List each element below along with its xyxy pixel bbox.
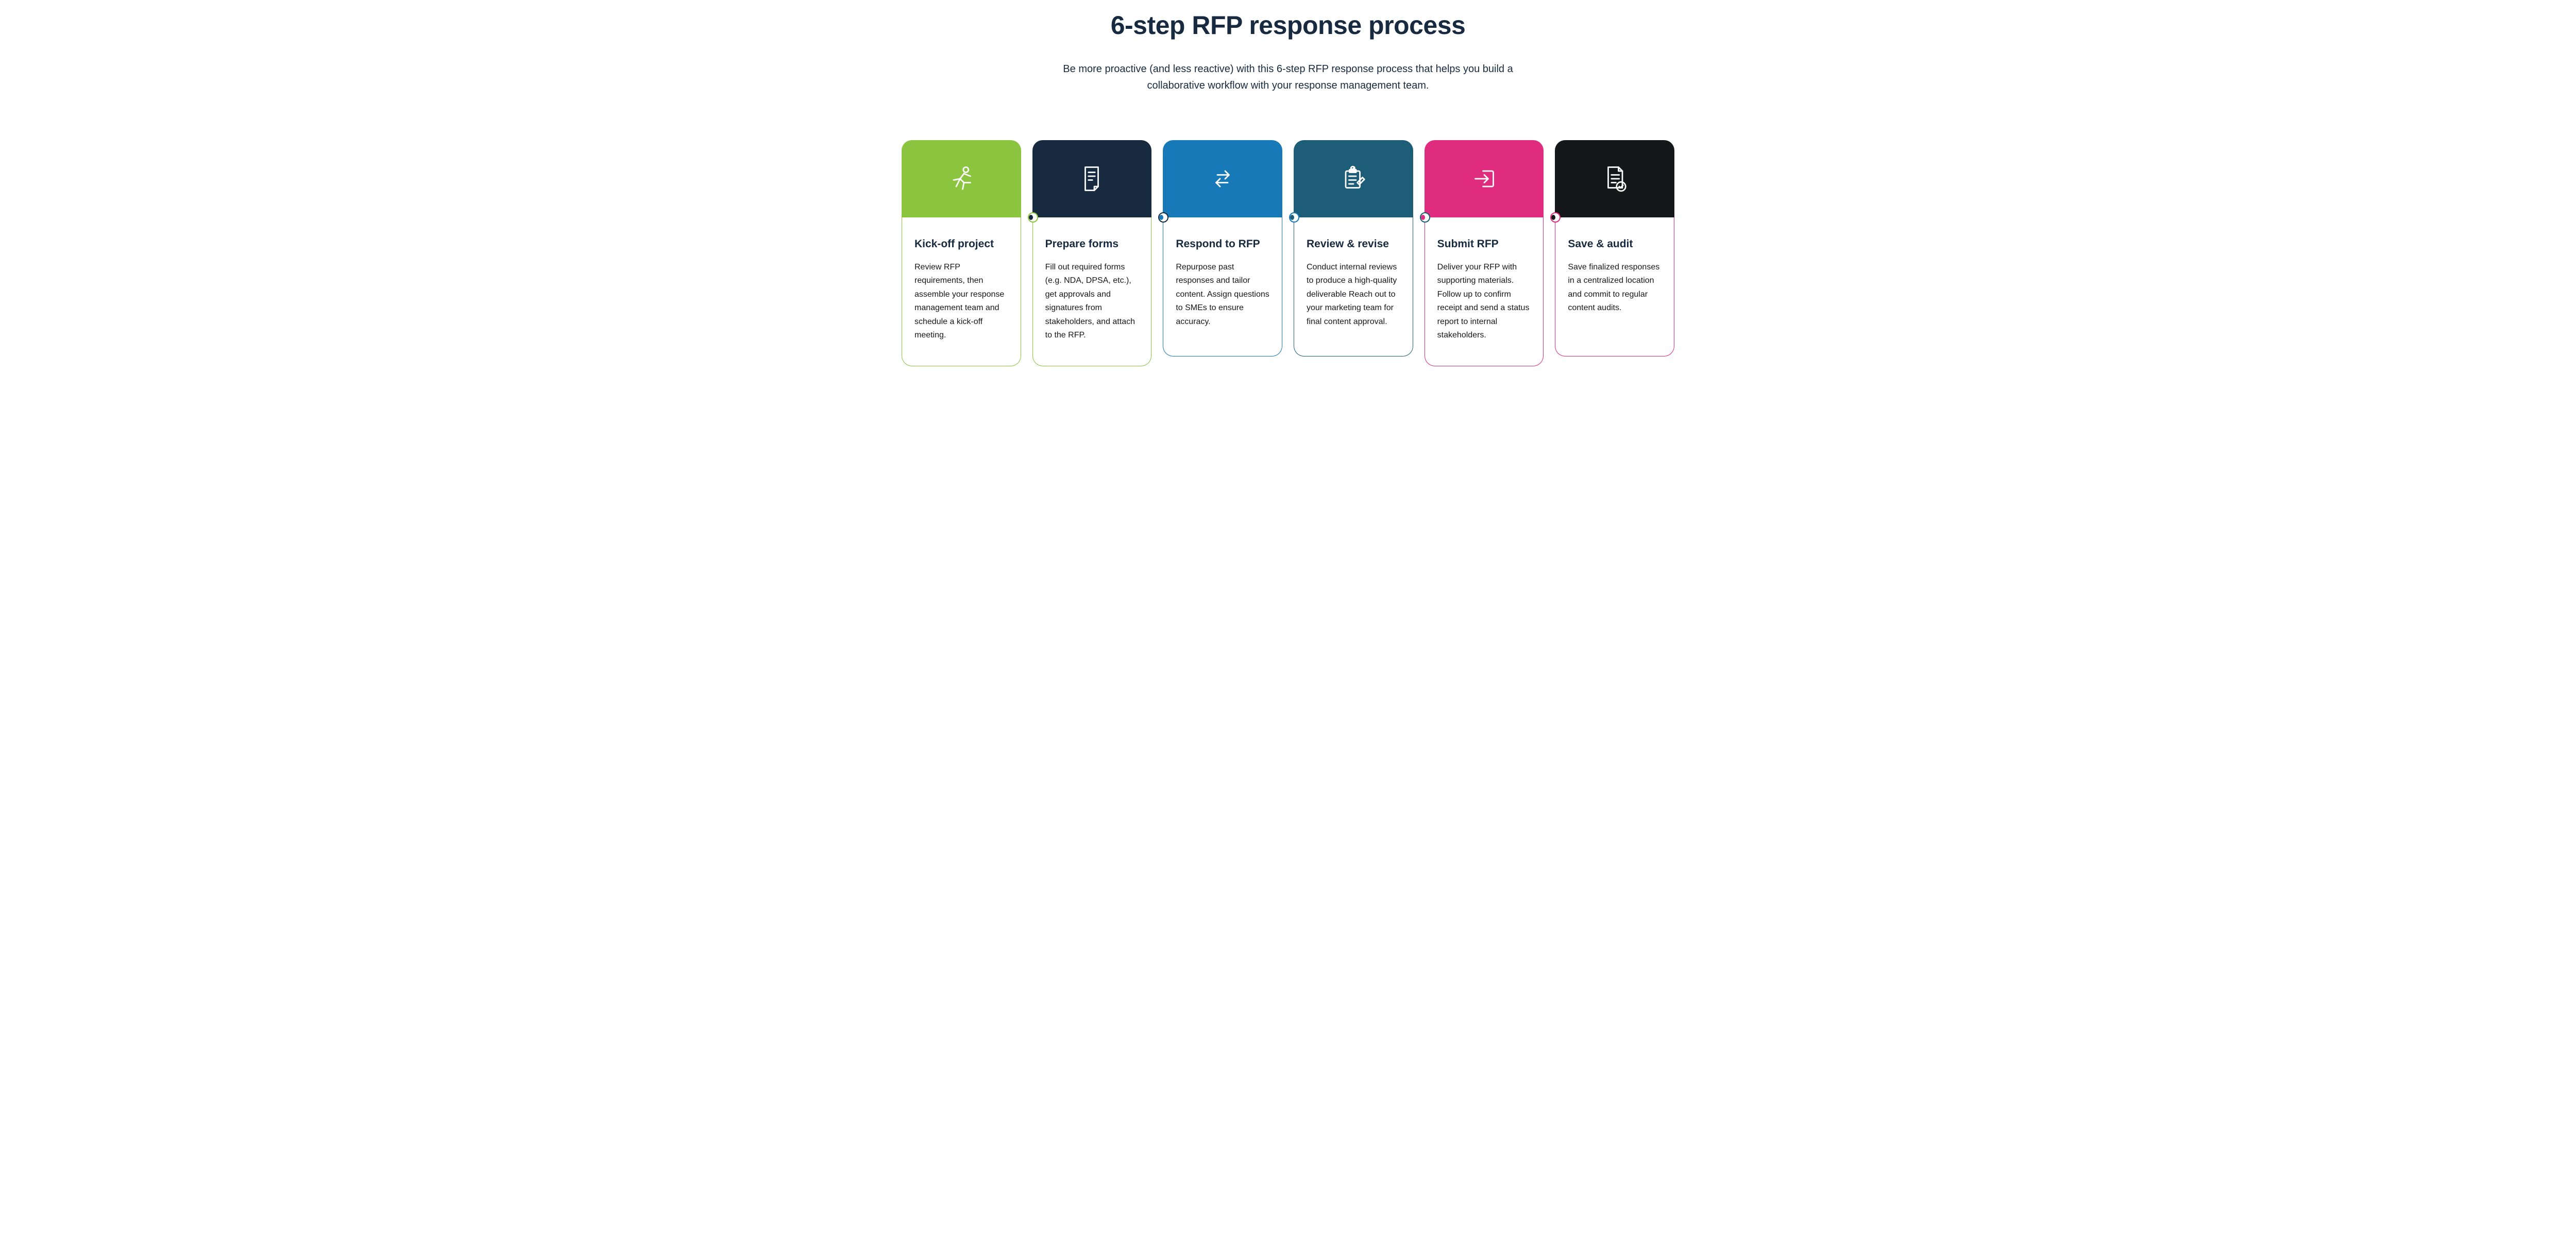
step-card: Prepare forms Fill out required forms (e.… (1032, 140, 1152, 366)
step-body: Review & revise Conduct internal reviews … (1294, 217, 1413, 356)
step-card: Kick-off project Review RFP requirements,… (902, 140, 1021, 366)
step-body: Submit RFP Deliver your RFP with supporti… (1425, 217, 1544, 366)
step-header (1425, 140, 1544, 217)
step-card: Submit RFP Deliver your RFP with supporti… (1425, 140, 1544, 366)
step-header (1294, 140, 1413, 217)
step-card: Save & audit Save finalized responses in … (1555, 140, 1674, 366)
document-check-icon (1599, 163, 1630, 194)
step-description: Review RFP requirements, then assemble y… (914, 261, 1008, 342)
connector-dot-inner (1290, 215, 1294, 220)
steps-container: Kick-off project Review RFP requirements,… (902, 140, 1674, 366)
step-description: Conduct internal reviews to produce a hi… (1307, 261, 1400, 329)
step-header (902, 140, 1021, 217)
step-header (1163, 140, 1282, 217)
document-icon (1076, 163, 1107, 194)
connector-dot (1550, 212, 1561, 223)
step-title: Review & revise (1307, 238, 1400, 250)
connector-dot (1289, 212, 1299, 223)
connector-dot-inner (1159, 215, 1163, 220)
connector-dot (1420, 212, 1430, 223)
connector-dot (1028, 212, 1038, 223)
submit-arrow-icon (1469, 163, 1500, 194)
step-body: Kick-off project Review RFP requirements,… (902, 217, 1021, 366)
step-header (1032, 140, 1152, 217)
step-description: Fill out required forms (e.g. NDA, DPSA,… (1045, 261, 1139, 342)
step-description: Repurpose past responses and tailor cont… (1176, 261, 1269, 329)
step-description: Save finalized responses in a centralize… (1568, 261, 1662, 315)
step-title: Respond to RFP (1176, 238, 1269, 250)
step-title: Save & audit (1568, 238, 1662, 250)
step-card: Review & revise Conduct internal reviews … (1294, 140, 1413, 366)
step-description: Deliver your RFP with supporting materia… (1437, 261, 1531, 342)
step-body: Prepare forms Fill out required forms (e.… (1032, 217, 1152, 366)
connector-dot-inner (1029, 215, 1033, 220)
connector-dot (1158, 212, 1168, 223)
page-subtitle: Be more proactive (and less reactive) wi… (1056, 61, 1520, 94)
step-header (1555, 140, 1674, 217)
step-title: Kick-off project (914, 238, 1008, 250)
connector-dot-inner (1421, 215, 1425, 220)
step-card: Respond to RFP Repurpose past responses a… (1163, 140, 1282, 366)
page-title: 6-step RFP response process (31, 10, 2545, 40)
step-body: Respond to RFP Repurpose past responses a… (1163, 217, 1282, 356)
connector-dot-inner (1551, 215, 1555, 220)
step-title: Prepare forms (1045, 238, 1139, 250)
checklist-edit-icon (1338, 163, 1369, 194)
running-person-icon (946, 163, 977, 194)
arrows-exchange-icon (1207, 163, 1238, 194)
step-body: Save & audit Save finalized responses in … (1555, 217, 1674, 356)
step-title: Submit RFP (1437, 238, 1531, 250)
